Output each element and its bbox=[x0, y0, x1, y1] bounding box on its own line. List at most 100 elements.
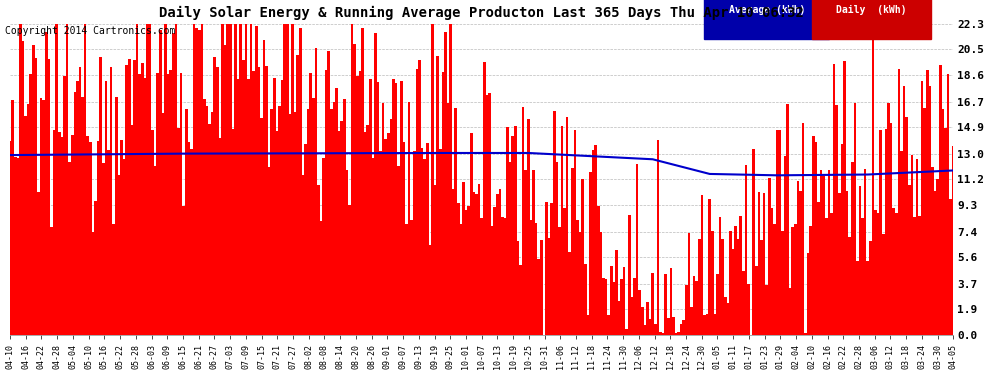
Bar bbox=[843, 62, 845, 335]
Bar bbox=[613, 282, 615, 335]
Bar bbox=[291, 24, 294, 335]
Bar bbox=[211, 112, 214, 335]
Bar bbox=[732, 249, 735, 335]
Bar bbox=[467, 206, 470, 335]
Bar bbox=[449, 24, 451, 335]
Bar bbox=[475, 194, 478, 335]
Bar bbox=[118, 175, 120, 335]
Bar bbox=[607, 315, 610, 335]
Bar bbox=[65, 24, 68, 335]
Bar bbox=[177, 128, 180, 335]
Bar bbox=[851, 162, 853, 335]
Bar bbox=[864, 169, 866, 335]
Bar bbox=[79, 67, 81, 335]
Bar bbox=[325, 70, 328, 335]
Bar bbox=[538, 259, 540, 335]
Text: Average (kWh): Average (kWh) bbox=[729, 5, 805, 15]
Bar bbox=[623, 267, 626, 335]
Bar bbox=[825, 217, 828, 335]
Bar bbox=[148, 24, 151, 335]
Bar bbox=[735, 226, 737, 335]
Bar bbox=[656, 141, 659, 335]
Bar bbox=[921, 81, 924, 335]
Bar bbox=[706, 314, 709, 335]
Bar bbox=[195, 28, 198, 335]
Bar bbox=[289, 114, 291, 335]
Bar bbox=[584, 264, 587, 335]
Bar bbox=[159, 30, 161, 335]
Bar bbox=[465, 210, 467, 335]
Bar bbox=[654, 324, 656, 335]
Bar bbox=[201, 24, 203, 335]
Bar bbox=[445, 32, 446, 335]
Bar bbox=[913, 217, 916, 335]
Bar bbox=[853, 103, 856, 335]
Bar bbox=[833, 64, 836, 335]
Bar bbox=[169, 70, 172, 335]
Bar bbox=[644, 326, 646, 335]
Bar bbox=[86, 136, 89, 335]
Bar bbox=[315, 48, 317, 335]
Bar bbox=[180, 73, 182, 335]
Bar bbox=[512, 136, 514, 335]
Bar bbox=[885, 129, 887, 335]
Bar bbox=[711, 231, 714, 335]
Bar bbox=[547, 238, 550, 335]
Bar bbox=[120, 140, 123, 335]
Bar bbox=[841, 144, 843, 335]
Bar bbox=[459, 224, 462, 335]
Bar bbox=[240, 24, 242, 335]
Bar bbox=[882, 234, 885, 335]
Bar bbox=[237, 79, 240, 335]
Bar bbox=[911, 155, 913, 335]
Bar bbox=[571, 168, 573, 335]
Bar bbox=[744, 165, 747, 335]
Bar bbox=[615, 249, 618, 335]
Bar bbox=[214, 57, 216, 335]
Bar bbox=[768, 178, 770, 335]
Bar bbox=[32, 45, 35, 335]
Bar bbox=[932, 166, 934, 335]
Bar bbox=[50, 227, 52, 335]
Bar bbox=[248, 79, 249, 335]
Bar bbox=[172, 33, 174, 335]
Bar bbox=[232, 129, 235, 335]
Bar bbox=[924, 108, 926, 335]
Text: Daily  (kWh): Daily (kWh) bbox=[837, 5, 907, 15]
Bar bbox=[940, 65, 941, 335]
Bar bbox=[260, 118, 262, 335]
Bar bbox=[530, 220, 533, 335]
Bar bbox=[426, 142, 429, 335]
Bar bbox=[727, 303, 729, 335]
Bar bbox=[553, 111, 555, 335]
Bar bbox=[286, 24, 289, 335]
Bar bbox=[594, 146, 597, 335]
Bar bbox=[262, 40, 265, 335]
Bar bbox=[363, 132, 366, 335]
Bar bbox=[605, 279, 607, 335]
Bar bbox=[719, 217, 722, 335]
Bar bbox=[14, 157, 17, 335]
Bar bbox=[740, 216, 742, 335]
Bar bbox=[379, 152, 382, 335]
Bar bbox=[946, 74, 949, 335]
Bar bbox=[519, 265, 522, 335]
Bar bbox=[281, 80, 283, 335]
Bar bbox=[208, 124, 211, 335]
Bar bbox=[84, 24, 86, 335]
Bar bbox=[724, 297, 727, 335]
Bar bbox=[161, 112, 164, 335]
Bar bbox=[22, 41, 25, 335]
Bar bbox=[545, 202, 547, 335]
Bar bbox=[941, 109, 944, 335]
Bar bbox=[17, 158, 19, 335]
Bar bbox=[185, 109, 187, 335]
Bar bbox=[81, 96, 84, 335]
Bar bbox=[480, 218, 483, 335]
Bar bbox=[555, 162, 558, 335]
Bar bbox=[485, 95, 488, 335]
Bar bbox=[470, 133, 472, 335]
Bar bbox=[454, 108, 457, 335]
Bar bbox=[45, 33, 48, 335]
Bar bbox=[690, 307, 693, 335]
